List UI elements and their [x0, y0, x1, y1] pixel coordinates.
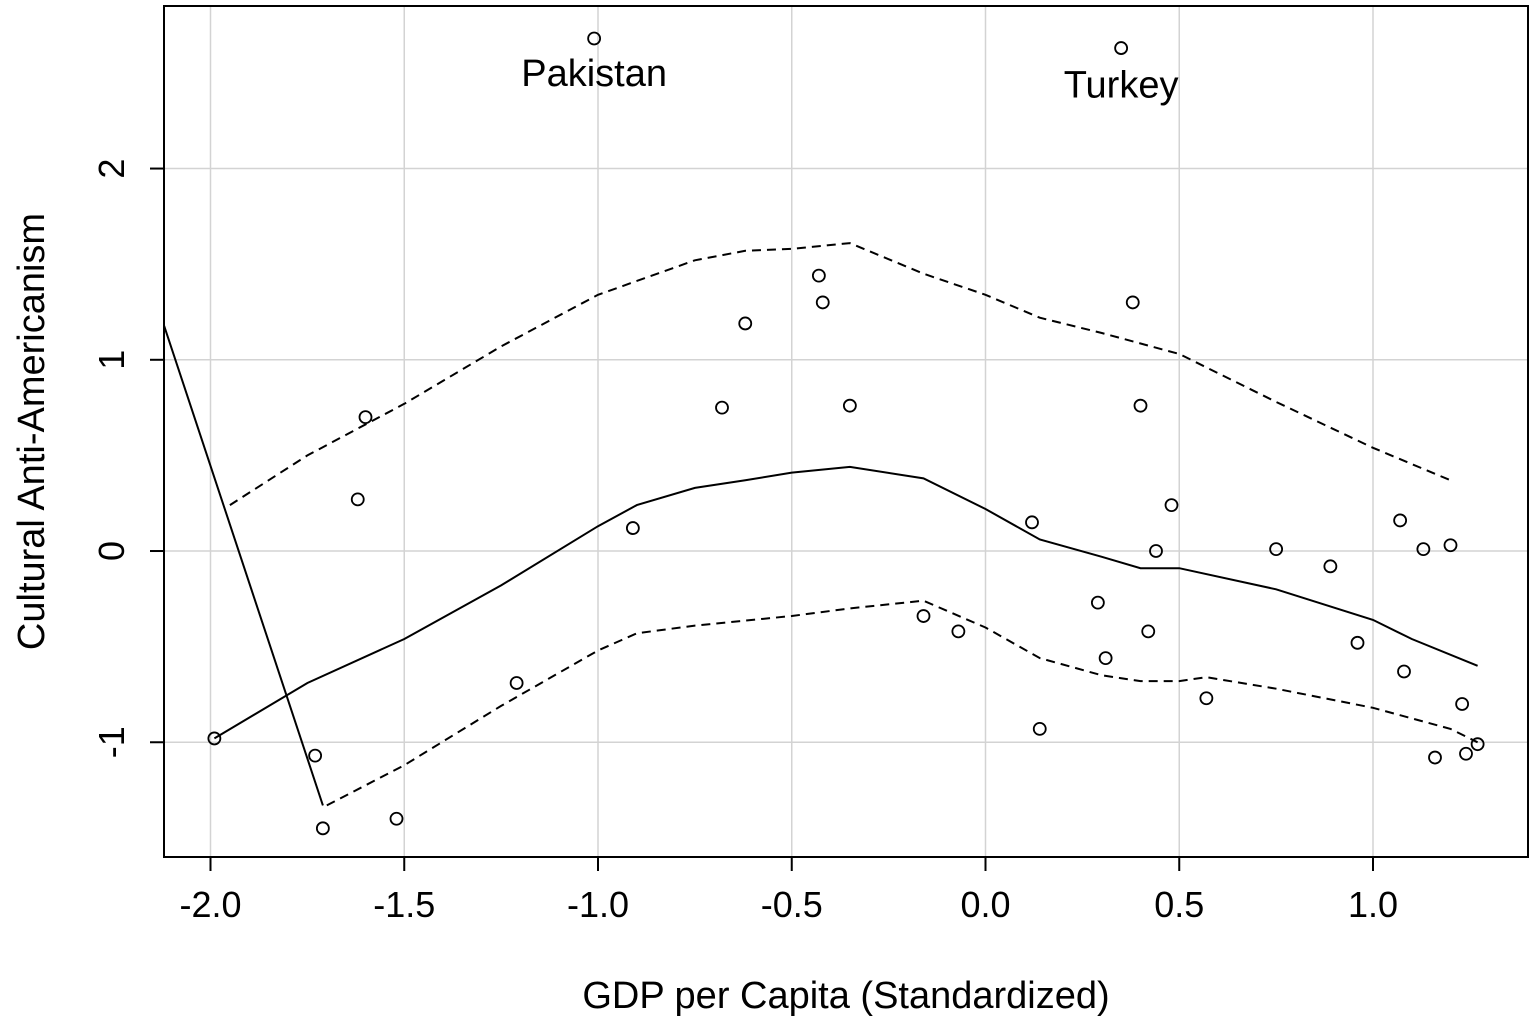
data-point [1164, 498, 1179, 513]
plot-frame [163, 5, 1529, 858]
data-point [315, 821, 330, 836]
fit-line [213, 465, 1478, 740]
x-tick-label: -2.0 [179, 884, 241, 925]
x-tick-label: 0.5 [1154, 884, 1204, 925]
data-point [1459, 746, 1473, 761]
x-tick-label: -1.0 [567, 884, 629, 925]
data-point [1455, 697, 1470, 711]
y-axis-title: Cultural Anti-Americanism [11, 213, 53, 650]
data-point [1350, 635, 1365, 650]
data-point [815, 295, 830, 310]
fit-line [163, 325, 324, 806]
data-point [811, 268, 826, 283]
data-point [509, 676, 524, 690]
data-point [1470, 737, 1485, 752]
data-point [1269, 542, 1284, 557]
y-tick-label: 1 [91, 350, 132, 370]
data-point [738, 316, 753, 331]
data-point [1098, 651, 1113, 666]
data-point [207, 731, 222, 746]
point-annotation: Pakistan [521, 53, 667, 95]
confidence-band-line [326, 599, 1479, 807]
confidence-band-line [229, 242, 1451, 506]
grid-lines [164, 6, 1528, 857]
x-axis-title: GDP per Capita (Standardized) [582, 975, 1109, 1017]
data-point [1090, 595, 1105, 610]
data-points [207, 31, 1485, 836]
data-point [1393, 513, 1408, 528]
data-point [389, 811, 404, 826]
y-tick-label: 0 [91, 541, 132, 561]
data-point [842, 398, 857, 413]
data-point [951, 624, 966, 639]
data-point [350, 492, 365, 507]
data-point [1125, 295, 1140, 310]
data-point [1025, 515, 1039, 530]
fit-lines [163, 242, 1479, 807]
data-point [1032, 721, 1047, 736]
data-point [625, 521, 640, 535]
data-point [1149, 544, 1163, 558]
data-point [1443, 538, 1458, 553]
data-point [1397, 664, 1411, 679]
x-tick-label: -0.5 [761, 884, 823, 925]
data-point [1428, 750, 1442, 765]
data-point [715, 400, 729, 415]
data-point [916, 609, 931, 623]
data-point [587, 31, 602, 46]
data-point [1199, 691, 1214, 706]
point-annotations: Pakistan Turkey [521, 53, 1178, 106]
data-point [1114, 41, 1129, 55]
axes: -2.0 -1.5 -1.0 -0.5 0.0 0.5 1.0 -1 0 1 2 [91, 159, 1398, 925]
y-tick-label: 2 [91, 159, 132, 179]
x-tick-label: -1.5 [373, 884, 435, 925]
data-point [1323, 559, 1338, 574]
data-point [308, 748, 323, 763]
data-point [1133, 398, 1148, 413]
data-point [1416, 542, 1431, 557]
point-annotation: Turkey [1064, 64, 1179, 106]
data-point [1141, 624, 1156, 639]
x-tick-label: 0.0 [960, 884, 1010, 925]
x-tick-label: 1.0 [1348, 884, 1398, 925]
y-tick-label: -1 [91, 726, 132, 758]
data-point [358, 410, 373, 425]
